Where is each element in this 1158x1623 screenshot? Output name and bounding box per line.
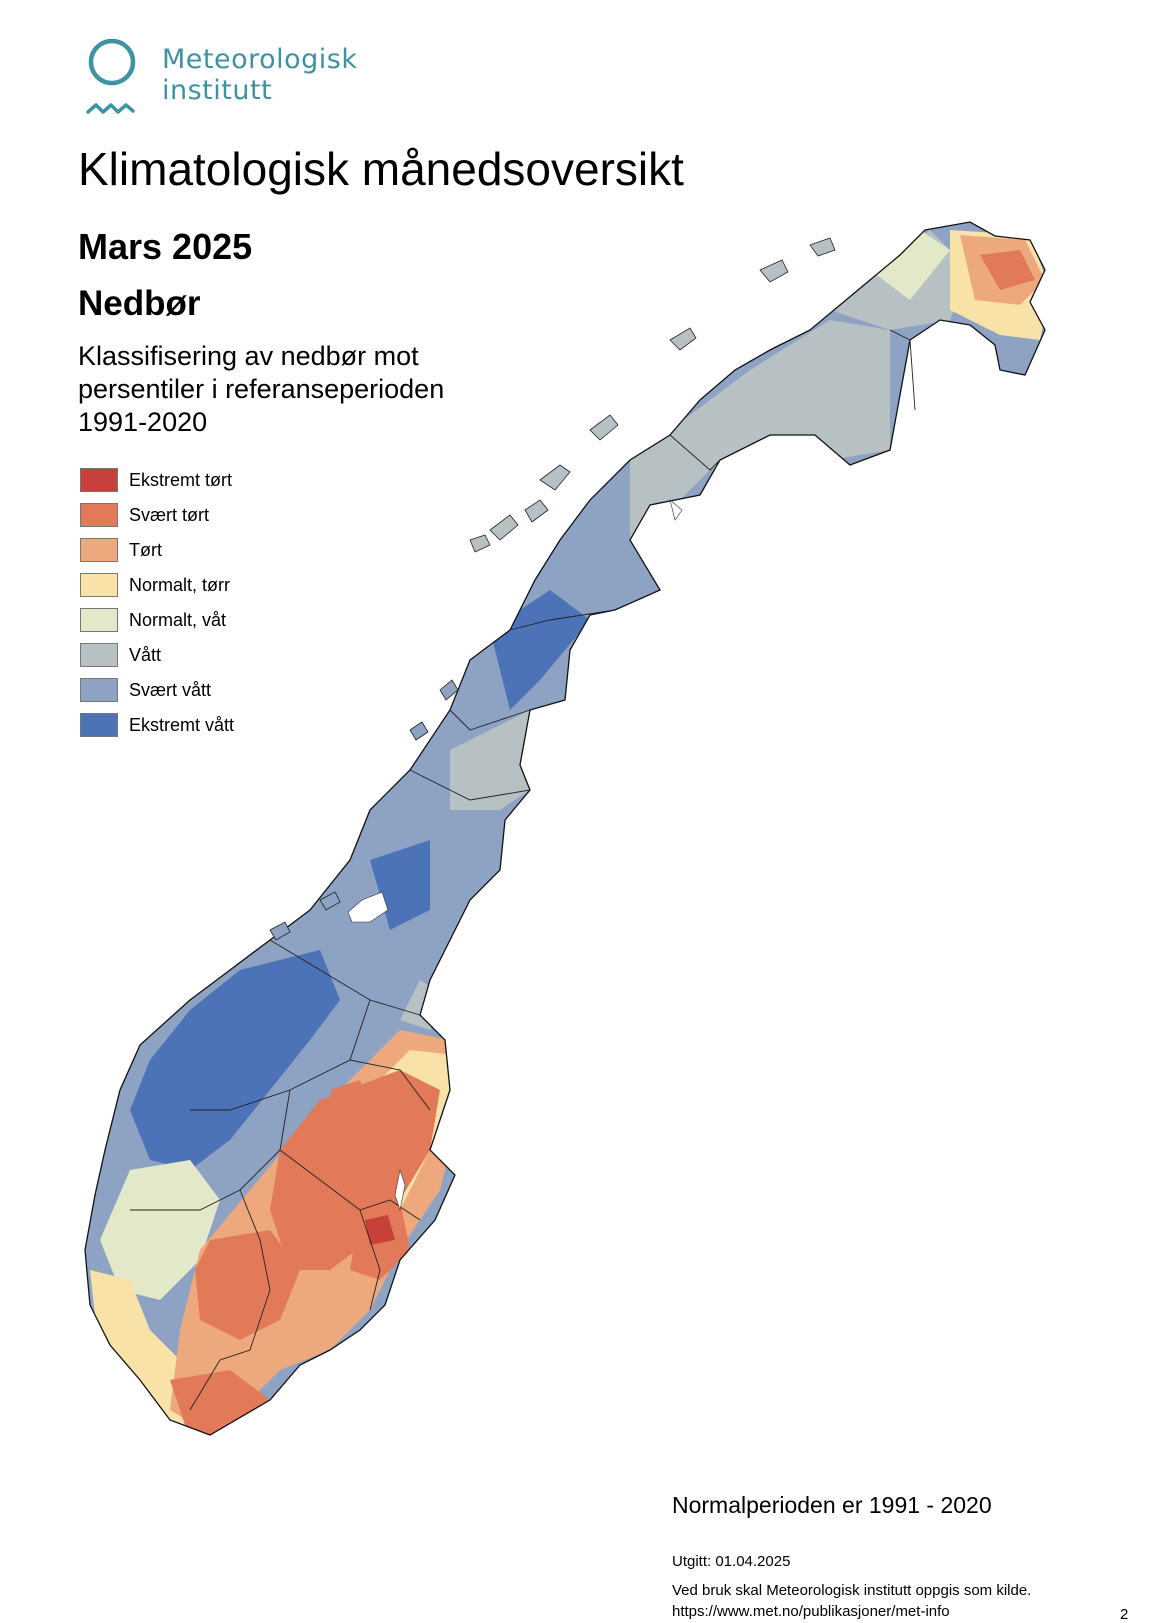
coastal-islands: [469, 237, 836, 553]
page-title: Klimatologisk månedsoversikt: [78, 143, 684, 195]
met-logo-icon: [86, 38, 136, 114]
subtitle-line-3: 1991-2020: [78, 407, 208, 437]
parameter-label: Nedbør: [78, 284, 201, 323]
legend-label: Svært tørt: [129, 505, 209, 525]
met-logo: Meteorologisk institutt: [86, 38, 386, 122]
legend-swatch: [80, 643, 118, 667]
subtitle-line-2: persentiler i referanseperioden: [78, 374, 445, 404]
page-number: 2: [1120, 1606, 1129, 1623]
source-credit: Ved bruk skal Meteorologisk institutt op…: [672, 1582, 1032, 1599]
legend-label: Normalt, våt: [129, 610, 227, 630]
legend-swatch: [80, 608, 118, 632]
legend-swatch: [80, 468, 118, 492]
legend-label: Normalt, tørr: [129, 575, 230, 595]
legend-swatch: [80, 573, 118, 597]
issued-date: Utgitt: 01.04.2025: [672, 1553, 791, 1570]
legend-swatch: [80, 678, 118, 702]
legend-swatch: [80, 538, 118, 562]
footer: Utgitt: 01.04.2025 Ved bruk skal Meteoro…: [672, 1551, 1031, 1622]
legend-swatch: [80, 713, 118, 737]
subtitle-line-1: Klassifisering av nedbør mot: [78, 341, 419, 371]
map-subtitle: Klassifisering av nedbør mot persentiler…: [78, 340, 498, 439]
map-classification-fill: [85, 222, 1045, 1435]
legend-label: Tørt: [129, 540, 162, 560]
legend-label: Ekstremt tørt: [129, 470, 232, 490]
county-borders: [130, 329, 916, 1411]
norway-precipitation-map: [84, 221, 1046, 1436]
legend-swatch: [80, 503, 118, 527]
legend-label: Svært vått: [129, 680, 212, 700]
month-label: Mars 2025: [78, 226, 253, 267]
coastal-islands-south: [269, 679, 459, 941]
normal-period-note: Normalperioden er 1991 - 2020: [672, 1492, 992, 1518]
legend-label: Vått: [129, 645, 162, 665]
logo-line-1: Meteorologisk: [162, 44, 358, 75]
logo-line-2: institutt: [162, 75, 273, 106]
legend-label: Ekstremt vått: [129, 715, 235, 735]
lakes: [347, 499, 683, 1212]
logo-text: Meteorologisk institutt: [162, 44, 358, 106]
source-url: https://www.met.no/publikasjoner/met-inf…: [672, 1603, 950, 1620]
